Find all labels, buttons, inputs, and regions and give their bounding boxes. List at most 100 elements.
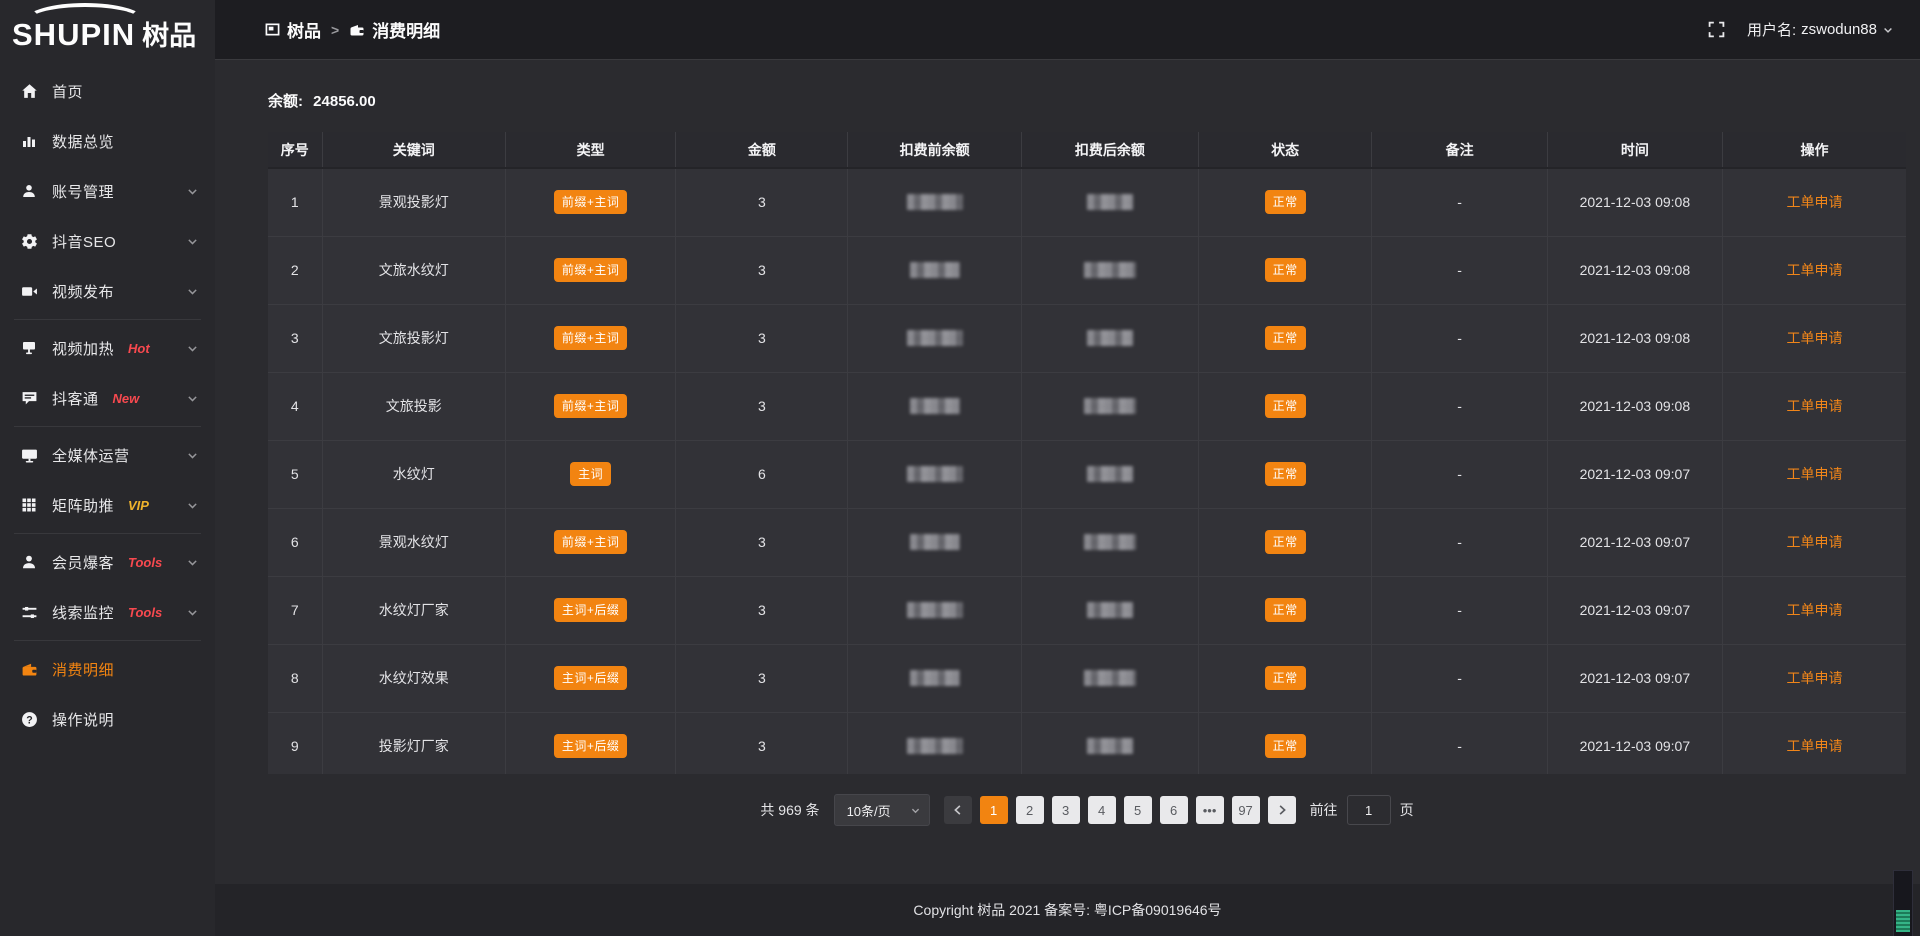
cell-action: 工单申请 xyxy=(1722,440,1906,509)
scrollbar[interactable] xyxy=(1893,870,1913,936)
sidebar-item-label: 全媒体运营 xyxy=(52,447,130,465)
sidebar-item-media-operation[interactable]: 全媒体运营 xyxy=(0,430,215,480)
ticket-apply-link[interactable]: 工单申请 xyxy=(1786,262,1843,278)
cell-action: 工单申请 xyxy=(1722,372,1906,441)
sidebar-divider xyxy=(14,533,201,534)
cell-keyword: 文旅投影灯 xyxy=(322,304,507,373)
cell-status: 正常 xyxy=(1198,644,1373,713)
cell-balance-after xyxy=(1021,304,1199,373)
cell-amount: 3 xyxy=(675,304,849,373)
sidebar-item-consumption-detail[interactable]: 消费明细 xyxy=(0,644,215,694)
balance-display: 余额: 24856.00 xyxy=(268,90,1906,111)
sidebar-item-tag: VIP xyxy=(128,497,149,513)
user-menu[interactable]: 用户名: zswodun88 xyxy=(1747,19,1894,40)
type-badge: 前缀+主词 xyxy=(553,190,628,215)
page-button-5[interactable]: 5 xyxy=(1123,796,1152,824)
cell-remark: - xyxy=(1371,236,1548,305)
column-header-6: 状态 xyxy=(1198,132,1373,169)
ticket-apply-link[interactable]: 工单申请 xyxy=(1786,398,1843,414)
table-row: 5 水纹灯 主词 6 正常 -2021-12-03 09:07 工单申请 xyxy=(268,440,1906,509)
page-size-select[interactable]: 10条/页 xyxy=(833,794,930,826)
redacted-balance-after xyxy=(1086,194,1133,211)
page-button-4[interactable]: 4 xyxy=(1087,796,1116,824)
cell-amount: 3 xyxy=(675,508,849,577)
goto-suffix: 页 xyxy=(1399,802,1414,818)
cell-type: 前缀+主词 xyxy=(505,304,677,373)
table-row: 4 文旅投影 前缀+主词 3 正常 -2021-12-03 09:08 工单申请 xyxy=(268,372,1906,441)
cell-amount: 3 xyxy=(675,644,849,713)
sidebar-item-video-heat[interactable]: 视频加热 Hot xyxy=(0,323,215,373)
sidebar-item-douyin-seo[interactable]: 抖音SEO xyxy=(0,216,215,266)
next-page-button[interactable] xyxy=(1267,796,1296,824)
redacted-balance-after xyxy=(1083,534,1136,550)
sidebar-item-clue-monitor[interactable]: 线索监控 Tools xyxy=(0,587,215,637)
ticket-apply-link[interactable]: 工单申请 xyxy=(1786,738,1843,754)
logo-arc-decoration xyxy=(26,3,144,37)
cell-index: 8 xyxy=(268,644,323,713)
fullscreen-icon[interactable] xyxy=(1708,21,1725,38)
sidebar-item-douketong[interactable]: 抖客通 New xyxy=(0,373,215,423)
sidebar-item-video-publish[interactable]: 视频发布 xyxy=(0,266,215,316)
wallet-icon xyxy=(349,22,365,38)
page-button-1[interactable]: 1 xyxy=(979,796,1008,824)
sidebar-divider xyxy=(14,319,201,320)
ticket-apply-link[interactable]: 工单申请 xyxy=(1786,602,1843,618)
chevron-down-icon xyxy=(186,285,199,298)
redacted-balance-before xyxy=(906,602,963,618)
ticket-apply-link[interactable]: 工单申请 xyxy=(1786,466,1843,482)
sidebar-item-member-baoke[interactable]: 会员爆客 Tools xyxy=(0,537,215,587)
cell-status: 正常 xyxy=(1198,440,1373,509)
sidebar: SHUPIN 树品 首页 数据总览 账号管理 抖音SEO 视频发布 视频加热 Hot 抖客通 Ne… xyxy=(0,0,215,936)
redacted-balance-before xyxy=(909,534,960,550)
page-button-3[interactable]: 3 xyxy=(1051,796,1080,824)
column-header-0: 序号 xyxy=(268,132,323,169)
cell-keyword: 水纹灯 xyxy=(322,440,507,509)
total-count: 共 969 条 xyxy=(760,802,820,818)
chevron-down-icon xyxy=(186,235,199,248)
scrollbar-thumb[interactable] xyxy=(1896,910,1910,932)
sidebar-item-data-overview[interactable]: 数据总览 xyxy=(0,116,215,166)
sidebar-item-matrix-boost[interactable]: 矩阵助推 VIP xyxy=(0,480,215,530)
sidebar-item-label: 首页 xyxy=(52,83,84,101)
cell-time: 2021-12-03 09:07 xyxy=(1547,576,1724,645)
cell-status: 正常 xyxy=(1198,168,1373,237)
sidebar-item-account-manage[interactable]: 账号管理 xyxy=(0,166,215,216)
cell-action: 工单申请 xyxy=(1722,236,1906,305)
cell-keyword: 水纹灯效果 xyxy=(322,644,507,713)
cell-amount: 3 xyxy=(675,168,849,237)
table-row: 1 景观投影灯 前缀+主词 3 正常 -2021-12-03 09:08 工单申请 xyxy=(268,168,1906,237)
ticket-apply-link[interactable]: 工单申请 xyxy=(1786,330,1843,346)
balance-label: 余额: xyxy=(268,93,303,110)
breadcrumb-home[interactable]: 树品 xyxy=(265,17,321,42)
cell-action: 工单申请 xyxy=(1722,576,1906,645)
cell-time: 2021-12-03 09:08 xyxy=(1547,168,1724,237)
sidebar-item-home[interactable]: 首页 xyxy=(0,66,215,116)
goto-page-input[interactable] xyxy=(1346,795,1391,825)
footer: Copyright 树品 2021 备案号: 粤ICP备09019646号 xyxy=(215,870,1920,936)
page-button-2[interactable]: 2 xyxy=(1015,796,1044,824)
page-button-97[interactable]: 97 xyxy=(1231,796,1260,824)
cell-status: 正常 xyxy=(1198,576,1373,645)
ticket-apply-link[interactable]: 工单申请 xyxy=(1786,534,1843,550)
cell-time: 2021-12-03 09:07 xyxy=(1547,508,1724,577)
page-button-6[interactable]: 6 xyxy=(1159,796,1188,824)
prev-page-button[interactable] xyxy=(943,796,972,824)
redacted-balance-before xyxy=(906,330,963,346)
type-badge: 前缀+主词 xyxy=(553,258,628,282)
cell-remark: - xyxy=(1371,712,1548,774)
ticket-apply-link[interactable]: 工单申请 xyxy=(1786,670,1843,686)
table-row: 9 投影灯厂家 主词+后缀 3 正常 -2021-12-03 09:07 工单申请 xyxy=(268,712,1906,774)
sidebar-item-tag: Tools xyxy=(128,554,163,570)
status-badge: 正常 xyxy=(1264,326,1306,350)
cell-index: 2 xyxy=(268,236,323,305)
sidebar-item-operation-guide[interactable]: ? 操作说明 xyxy=(0,694,215,744)
column-header-2: 类型 xyxy=(505,132,677,169)
dashboard-icon xyxy=(265,22,280,37)
table-row: 6 景观水纹灯 前缀+主词 3 正常 -2021-12-03 09:07 工单申请 xyxy=(268,508,1906,577)
cell-balance-after xyxy=(1021,372,1199,441)
breadcrumb-current[interactable]: 消费明细 xyxy=(349,17,440,42)
ticket-apply-link[interactable]: 工单申请 xyxy=(1786,194,1843,211)
chevron-down-icon xyxy=(186,342,199,355)
page-ellipsis-button[interactable]: ••• xyxy=(1195,796,1224,824)
sidebar-item-label: 视频加热 xyxy=(52,340,115,358)
